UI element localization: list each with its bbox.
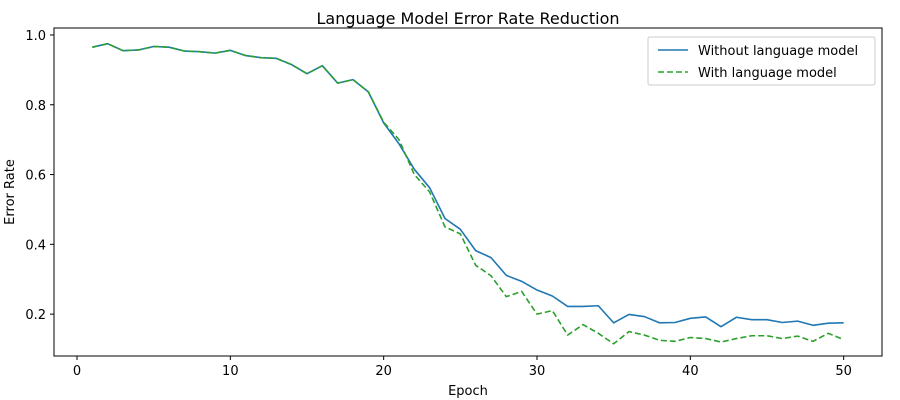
y-tick-label: 0.8	[25, 99, 46, 114]
plot-frame	[53, 27, 883, 357]
y-tick-label: 0.6	[25, 169, 46, 184]
y-axis-label: Error Rate	[3, 159, 18, 225]
x-tick-label: 40	[682, 364, 699, 379]
legend-label-without-language-model: Without language model	[698, 44, 858, 59]
series-line-without-language-model	[92, 42, 844, 328]
x-axis-label: Epoch	[448, 384, 488, 399]
series-line-with-language-model	[92, 42, 844, 345]
x-tick-label: 50	[835, 364, 852, 379]
y-tick-label: 0.4	[25, 238, 46, 253]
legend: Without language model With language mod…	[647, 36, 876, 86]
legend-label-with-language-model: With language model	[698, 66, 837, 81]
x-tick-label: 30	[529, 364, 546, 379]
x-tick-label: 10	[222, 364, 239, 379]
x-axis-ticks: 0 10 20 30 40 50	[73, 356, 852, 379]
x-tick-label: 20	[375, 364, 392, 379]
y-tick-label: 1.0	[25, 29, 46, 44]
chart-title: Language Model Error Rate Reduction	[316, 9, 619, 28]
y-axis-ticks: 0.2 0.4 0.6 0.8 1.0	[25, 29, 54, 323]
series-lines	[92, 42, 844, 345]
plot-area: 0 10 20 30 40 50 0.2 0.4 0.6 0.8 1.0	[25, 27, 883, 379]
legend-box	[647, 36, 876, 86]
x-tick-label: 0	[73, 364, 81, 379]
y-tick-label: 0.2	[25, 308, 46, 323]
